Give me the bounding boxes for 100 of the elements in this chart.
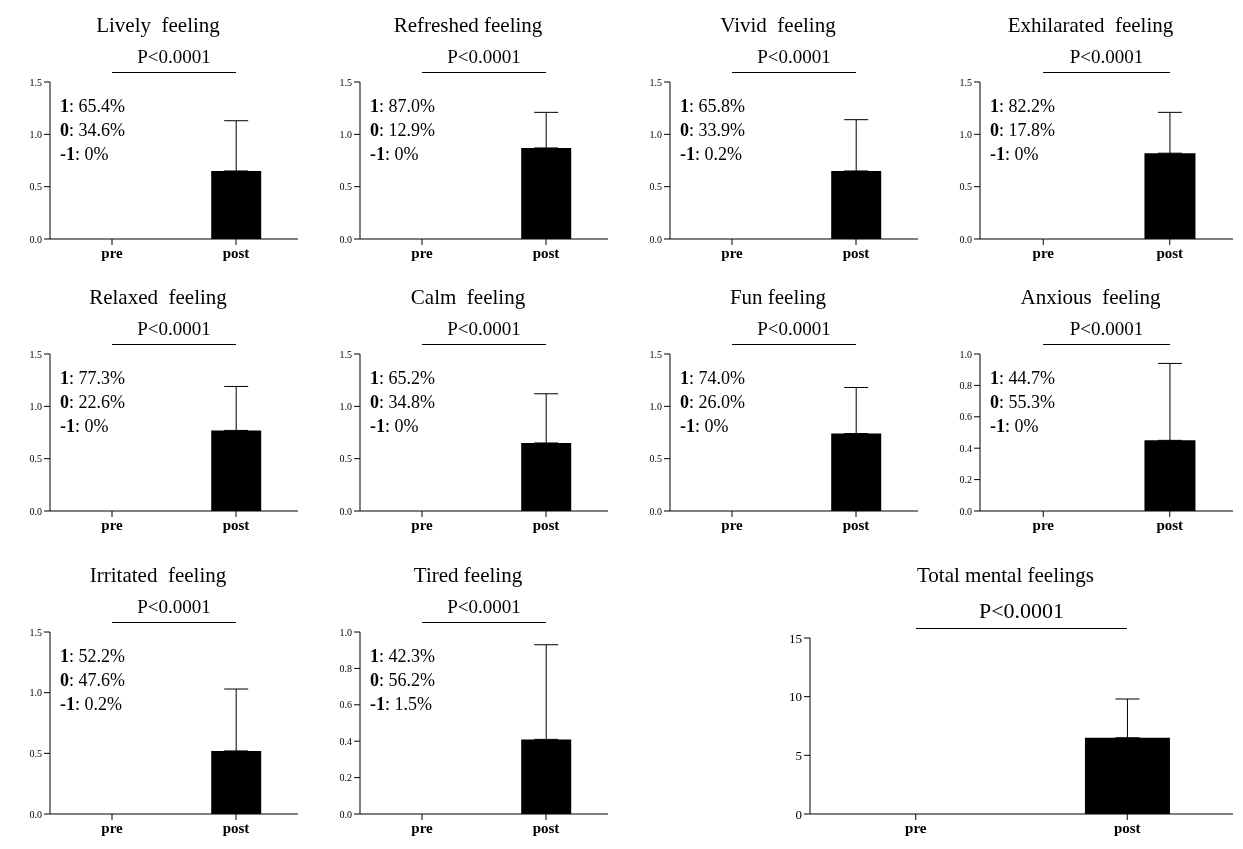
annotation: 0: 34.8% — [370, 391, 435, 414]
x-tick-label: post — [1156, 516, 1184, 533]
y-tick-label: 0.8 — [339, 662, 352, 674]
annotation: 0: 34.6% — [60, 119, 125, 142]
x-tick-label: post — [842, 244, 870, 261]
chart-title: Calm feeling — [409, 284, 527, 311]
y-tick-label: 0.0 — [29, 808, 42, 820]
y-tick-label: 1.0 — [649, 400, 662, 412]
x-tick-label: pre — [721, 244, 744, 261]
annotation: 0: 55.3% — [990, 391, 1055, 414]
annotation: 1: 82.2% — [990, 95, 1055, 118]
y-tick-label: 0.4 — [339, 735, 352, 747]
y-tick-label: 0.6 — [959, 411, 972, 423]
y-tick-label: 0.0 — [959, 233, 972, 245]
y-tick-label: 15 — [789, 630, 802, 646]
y-tick-label: 0.5 — [29, 747, 42, 759]
x-tick-label: post — [1113, 819, 1141, 836]
text: P<0.0001 — [137, 318, 211, 339]
y-tick-label: 1.5 — [959, 76, 972, 88]
chart-title: Anxious feeling — [1019, 284, 1162, 311]
text: P<0.0001 — [1069, 318, 1144, 339]
y-tick-label: 1.5 — [649, 76, 662, 88]
text: P<0.0001 — [137, 46, 211, 67]
annotation: 1: 65.4% — [60, 95, 125, 118]
x-tick-label: post — [532, 244, 560, 261]
y-tick-label: 0.4 — [959, 442, 972, 454]
annotation: -1: 0% — [60, 415, 110, 438]
annotation: 0: 47.6% — [60, 669, 125, 692]
y-tick-label: 0.0 — [959, 505, 972, 517]
y-tick-label: 1.0 — [29, 687, 42, 699]
annotation: 0: 33.9% — [680, 119, 745, 142]
x-tick-label: pre — [101, 819, 124, 836]
text: P<0.0001 — [447, 318, 521, 339]
y-tick-label: 0.2 — [959, 474, 972, 486]
y-tick-label: 0.2 — [339, 772, 352, 784]
y-tick-label: 1.5 — [29, 76, 42, 88]
annotation: 0: 17.8% — [990, 119, 1055, 142]
x-tick-label: pre — [905, 819, 927, 836]
x-tick-label: pre — [411, 819, 434, 836]
y-tick-label: 1.5 — [339, 348, 352, 360]
text: P<0.0001 — [447, 596, 521, 617]
y-tick-label: 1.0 — [649, 128, 662, 140]
x-tick-label: pre — [101, 516, 124, 533]
annotation: -1: 0% — [680, 415, 730, 438]
annotation: -1: 0% — [990, 143, 1040, 166]
x-tick-label: post — [842, 516, 870, 533]
annotation: 0: 22.6% — [60, 391, 125, 414]
chart-title: Relaxed feeling — [88, 284, 228, 311]
y-tick-label: 0.5 — [649, 453, 662, 465]
y-tick-label: 0.0 — [339, 233, 352, 245]
y-tick-label: 1.5 — [339, 76, 352, 88]
text: P<0.0001 — [447, 46, 521, 67]
y-tick-label: 1.0 — [959, 348, 972, 360]
y-tick-label: 0.5 — [649, 181, 662, 193]
annotation: -1: 0% — [990, 415, 1040, 438]
annotation: 1: 65.8% — [680, 95, 745, 118]
y-tick-label: 0.0 — [339, 505, 352, 517]
text: P<0.0001 — [137, 596, 211, 617]
y-tick-label: 10 — [789, 689, 802, 705]
x-tick-label: pre — [1032, 516, 1055, 533]
chart-title: Vivid feeling — [719, 12, 837, 39]
text: P<0.0001 — [757, 318, 831, 339]
annotation: 1: 74.0% — [680, 367, 745, 390]
text: P<0.0001 — [978, 598, 1065, 623]
x-tick-label: post — [222, 244, 250, 261]
x-tick-label: pre — [411, 516, 434, 533]
y-tick-label: 0.0 — [649, 505, 662, 517]
chart-title: Fun feeling — [728, 284, 828, 311]
x-tick-label: post — [222, 516, 250, 533]
y-tick-label: 0.5 — [339, 181, 352, 193]
y-tick-label: 0 — [795, 806, 802, 822]
y-tick-label: 5 — [795, 747, 802, 763]
y-tick-label: 1.0 — [339, 400, 352, 412]
annotation: 1: 77.3% — [60, 367, 125, 390]
y-tick-label: 1.5 — [29, 626, 42, 638]
x-tick-label: post — [532, 819, 560, 836]
y-tick-label: 0.6 — [339, 699, 352, 711]
chart-title: Exhilarated feeling — [1006, 12, 1175, 39]
annotation: 0: 26.0% — [680, 391, 745, 414]
y-tick-label: 0.0 — [649, 233, 662, 245]
chart-title: Total mental feelings — [916, 562, 1095, 589]
y-tick-label: 1.0 — [29, 128, 42, 140]
y-tick-label: 0.0 — [29, 505, 42, 517]
annotation: -1: 0% — [370, 143, 420, 166]
y-tick-label: 0.8 — [959, 379, 972, 391]
y-tick-label: 0.5 — [29, 181, 42, 193]
x-tick-label: pre — [101, 244, 124, 261]
y-tick-label: 1.0 — [339, 128, 352, 140]
annotation: 1: 65.2% — [370, 367, 435, 390]
annotation: 1: 42.3% — [370, 645, 435, 668]
y-tick-label: 0.5 — [959, 181, 972, 193]
annotation: -1: 1.5% — [370, 693, 433, 716]
x-tick-label: pre — [721, 516, 744, 533]
x-tick-label: pre — [411, 244, 434, 261]
annotation: 1: 87.0% — [370, 95, 435, 118]
annotation: 1: 44.7% — [990, 367, 1055, 390]
annotation: -1: 0% — [60, 143, 110, 166]
annotation: -1: 0% — [370, 415, 420, 438]
text: P<0.0001 — [757, 46, 831, 67]
y-tick-label: 0.5 — [29, 453, 42, 465]
